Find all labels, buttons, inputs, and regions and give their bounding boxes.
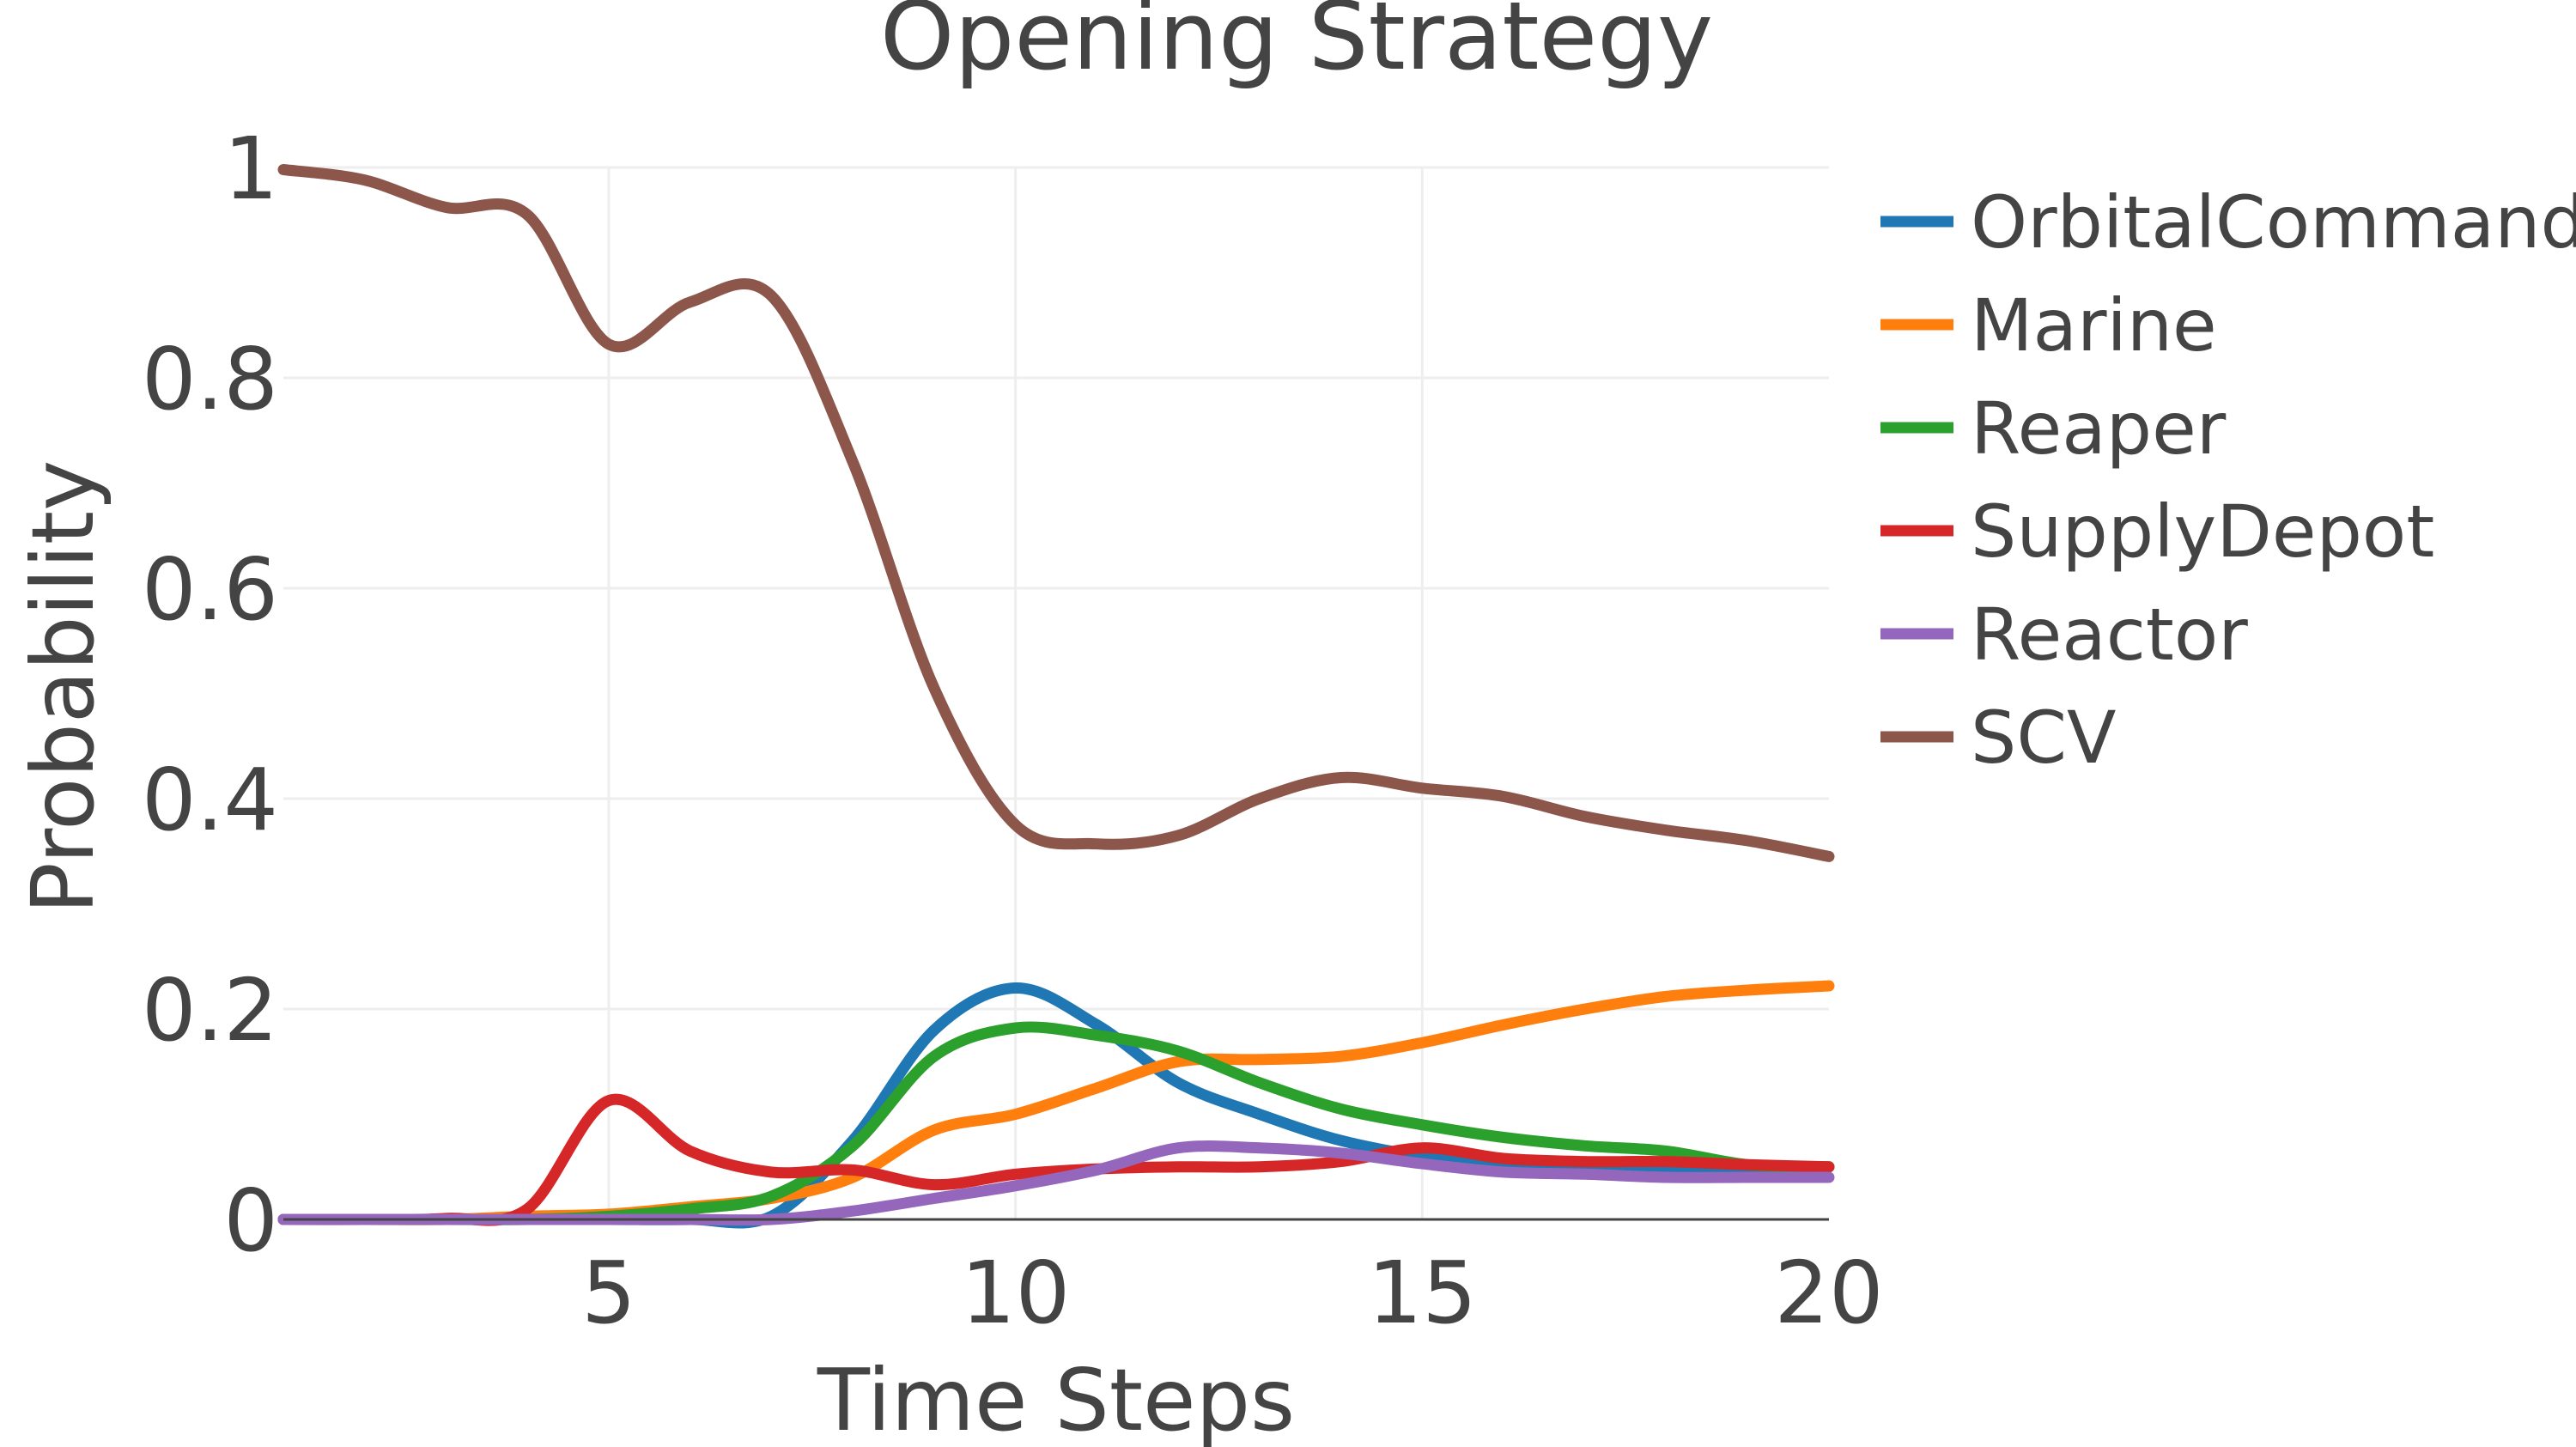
x-axis-label: Time Steps <box>817 1350 1295 1447</box>
series-group <box>277 164 1835 1229</box>
y-tick-label: 0.6 <box>142 539 278 640</box>
y-axis-label: Probability <box>13 460 113 915</box>
y-tick-label: 1 <box>223 119 278 219</box>
legend-label-marine: Marine <box>1971 283 2217 368</box>
y-tick-label: 0.8 <box>142 329 278 429</box>
series-line-marine <box>277 980 1835 1225</box>
legend: OrbitalCommand Marine Reaper SupplyDepot Rea… <box>1880 180 2576 780</box>
legend-label-orbitalcommand: OrbitalCommand <box>1971 180 2576 264</box>
legend-label-supplydepot: SupplyDepot <box>1971 489 2434 574</box>
x-tick-label: 20 <box>1774 1243 1883 1343</box>
chart-title: Opening Strategy <box>880 0 1713 91</box>
y-tick-label: 0 <box>223 1170 278 1271</box>
y-tick-label: 0.4 <box>142 750 278 850</box>
series-line-supplydepot <box>277 1093 1835 1226</box>
grid <box>283 166 1829 1219</box>
legend-label-scv: SCV <box>1971 696 2116 780</box>
series-line-reaper <box>277 1021 1835 1225</box>
y-tick-label: 0.2 <box>142 960 278 1061</box>
legend-label-reaper: Reaper <box>1971 386 2227 471</box>
axes: 00.20.40.60.815 10 15 20 <box>142 119 1884 1343</box>
x-tick-label: 5 <box>581 1243 636 1343</box>
x-tick-label: 15 <box>1368 1243 1477 1343</box>
series-line-scv <box>277 164 1835 862</box>
legend-label-reactor: Reactor <box>1971 593 2248 677</box>
x-tick-label: 10 <box>961 1243 1070 1343</box>
